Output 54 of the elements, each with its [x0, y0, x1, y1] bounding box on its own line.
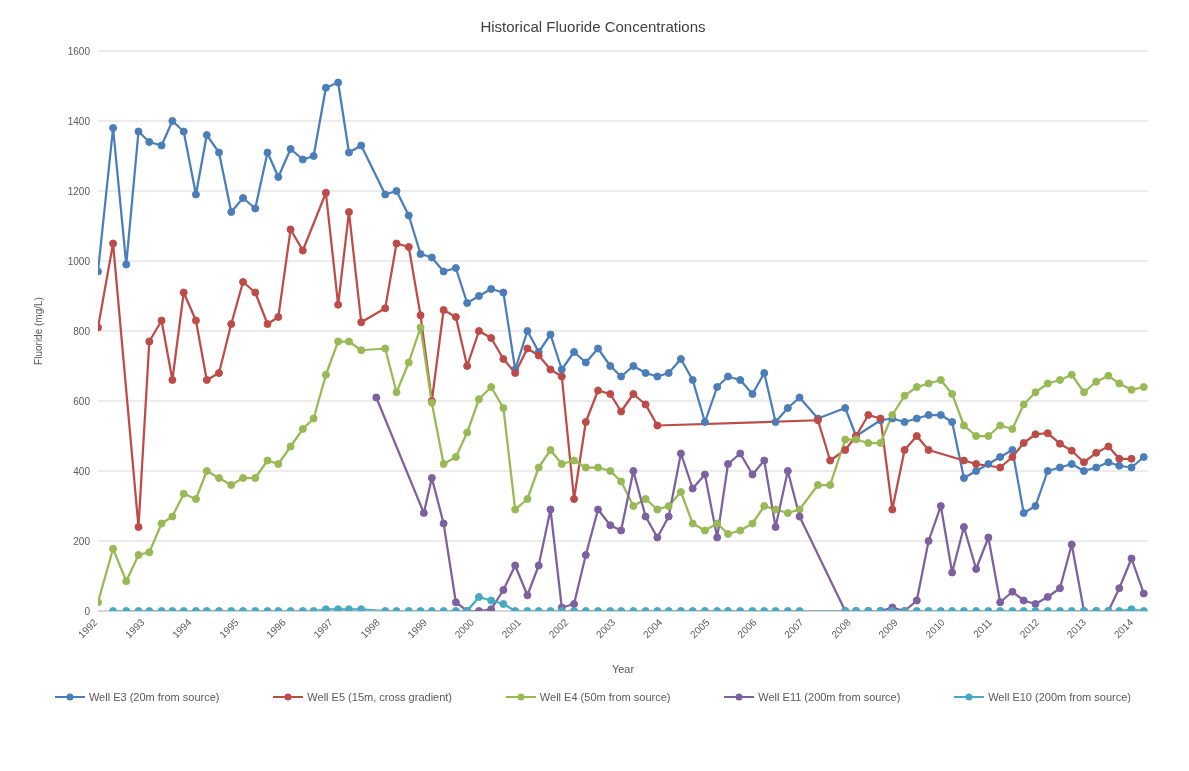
point [700, 470, 709, 479]
legend-label: Well E10 (200m from source) [988, 691, 1132, 703]
chart-title: Historical Fluoride Concentrations [479, 18, 707, 35]
y-tick-label: 1400 [67, 115, 91, 127]
point [948, 568, 957, 577]
point [936, 502, 945, 510]
point [724, 460, 732, 468]
point [984, 533, 993, 542]
y-tick-label: 1000 [67, 255, 91, 267]
legend-label: Well E3 (20m from source) [88, 691, 220, 703]
point [581, 551, 590, 559]
y-tick-label: 0 [84, 605, 91, 617]
point [594, 505, 603, 514]
y-tick-label: 400 [73, 465, 91, 477]
x-axis-title: Year [611, 663, 635, 675]
point [959, 523, 968, 531]
point [771, 523, 780, 531]
point [1055, 584, 1064, 593]
point [534, 561, 543, 570]
y-tick-label: 1600 [67, 45, 91, 57]
point [439, 519, 448, 528]
y-axis-title: Fluoride (mg/L) [32, 297, 44, 365]
point [924, 537, 933, 545]
y-tick-label: 600 [73, 395, 91, 407]
point [676, 449, 685, 458]
point [419, 509, 428, 517]
point [653, 533, 662, 542]
point [606, 521, 615, 530]
point [511, 561, 520, 570]
point [783, 467, 792, 475]
point [972, 565, 981, 573]
point [688, 484, 697, 493]
point [713, 533, 722, 542]
point [736, 449, 745, 458]
legend-label: Well E4 (50m from source) [539, 691, 671, 703]
point [629, 467, 638, 475]
point [641, 512, 650, 521]
point [427, 474, 436, 482]
y-tick-label: 200 [73, 535, 91, 547]
y-tick-label: 800 [73, 325, 91, 337]
point [546, 505, 555, 514]
legend-label: Well E5 (15m, cross gradient) [307, 691, 453, 703]
point [499, 586, 508, 594]
point [617, 526, 626, 535]
point [748, 470, 757, 479]
point [1127, 554, 1136, 563]
point [664, 512, 673, 521]
point [372, 393, 381, 402]
point [760, 456, 769, 465]
point [795, 512, 804, 521]
legend-label: Well E11 (200m from source) [758, 691, 901, 703]
point [1115, 584, 1124, 593]
point [1067, 540, 1076, 549]
y-tick-label: 1200 [67, 185, 91, 197]
